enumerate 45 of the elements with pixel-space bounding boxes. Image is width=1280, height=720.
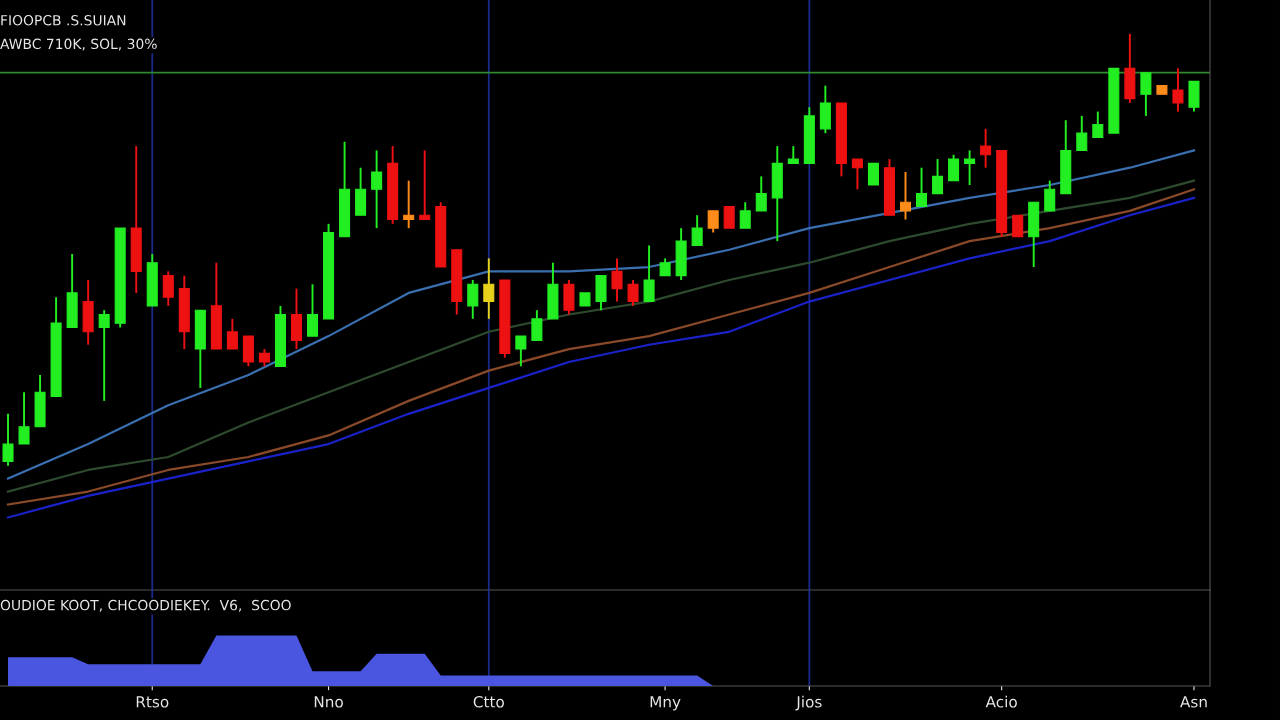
candlestick — [915, 166, 928, 208]
chart-title: OUDIOE KOOT, CHCOODIEKEY. V6, SCOO — [0, 599, 291, 612]
candlestick — [98, 309, 110, 402]
x-tick-label: Nno — [314, 696, 343, 708]
candlestick — [1092, 110, 1104, 139]
candlestick — [2, 412, 14, 467]
candlestick — [371, 149, 383, 230]
candlestick — [948, 153, 960, 182]
x-tick-label: Asn — [1180, 696, 1207, 708]
candlestick — [1076, 114, 1088, 152]
chart-subtitle: AWBC 710K, SOL, 30% — [0, 38, 157, 51]
candlestick — [932, 158, 944, 195]
candlestick — [867, 162, 879, 186]
x-tick-label: Acio — [985, 695, 1017, 708]
candlestick — [755, 175, 767, 212]
candlestick — [403, 179, 415, 230]
x-tick-label: Rtso — [136, 696, 169, 708]
candlestick — [851, 158, 863, 191]
candlestick — [739, 201, 751, 230]
candlestick — [419, 149, 431, 221]
x-tick-label: Jios — [795, 695, 822, 711]
candlestick — [980, 127, 992, 169]
candlestick — [306, 283, 319, 338]
candlestick — [531, 309, 543, 342]
candlestick — [515, 335, 527, 368]
candlestick — [467, 279, 479, 320]
candlestick — [1012, 214, 1024, 238]
candlestick — [707, 209, 719, 234]
candlestick — [611, 257, 623, 303]
candlestick — [627, 279, 639, 307]
x-tick-label: Mny — [650, 696, 681, 711]
candlestick — [1172, 67, 1184, 113]
x-tick-label: Ctto — [473, 695, 504, 708]
candlestick — [964, 149, 976, 186]
candlestick — [18, 391, 30, 446]
candlestick — [1140, 71, 1152, 117]
candlestick — [226, 317, 238, 351]
candlestick — [1044, 179, 1056, 212]
candlestick — [723, 205, 735, 230]
candlestick — [162, 270, 174, 307]
candlestick — [483, 257, 495, 320]
chart-title: FIOOPCB .S.SUIAN — [1, 15, 126, 26]
candlestick — [691, 214, 703, 247]
candlestick — [643, 244, 655, 303]
candlestick — [899, 171, 912, 221]
